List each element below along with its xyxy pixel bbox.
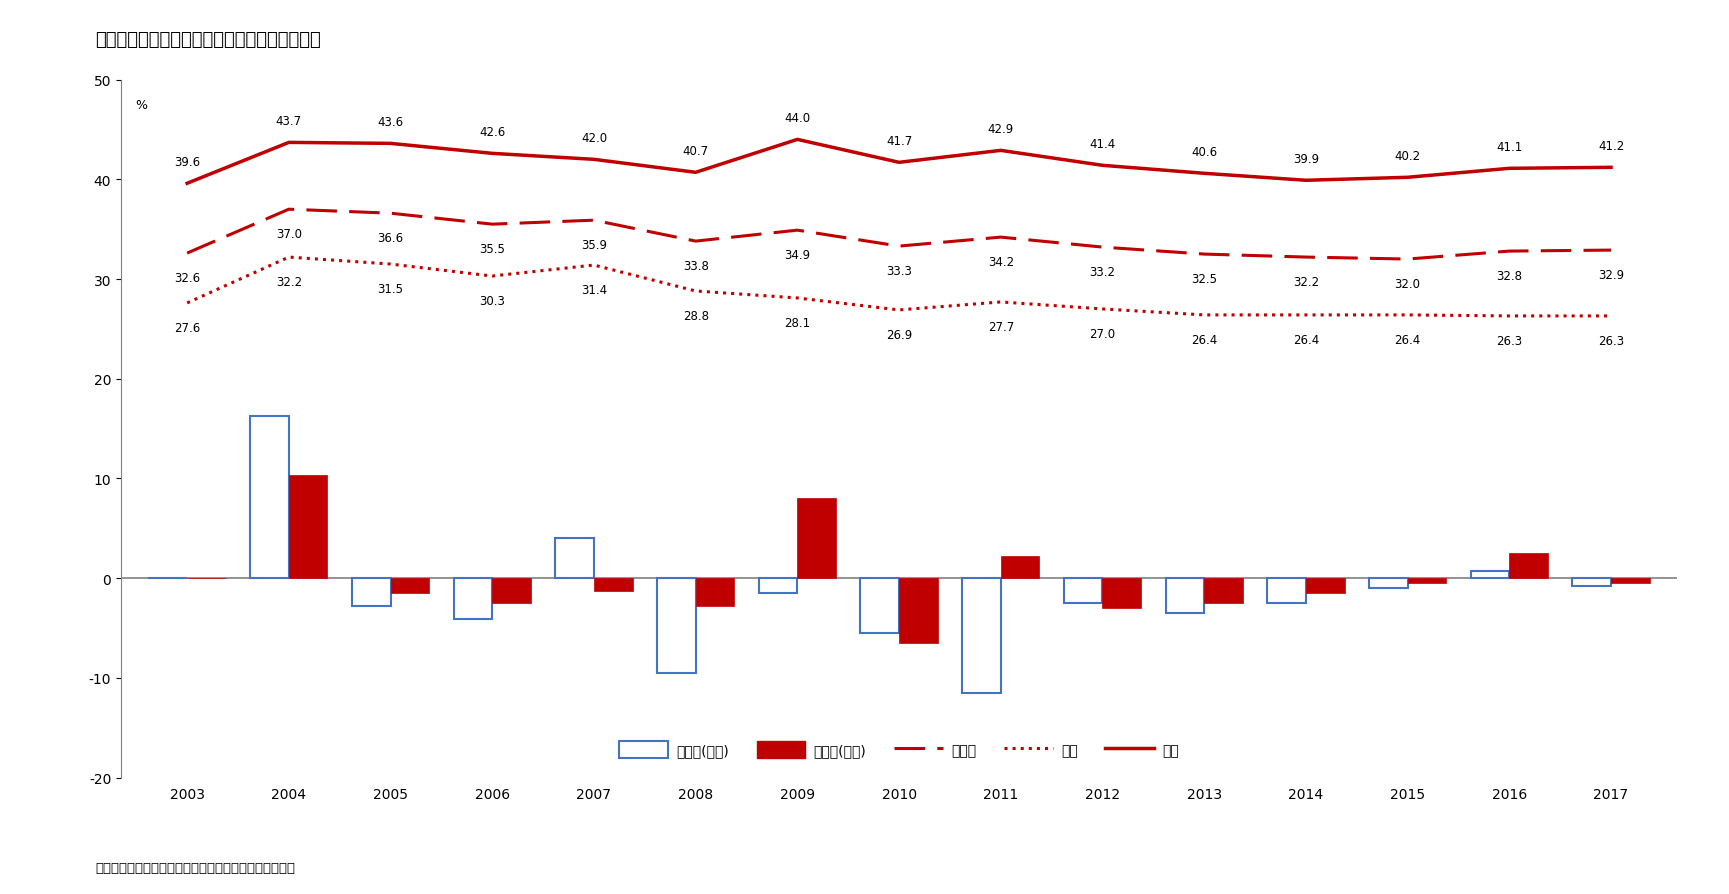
Bar xyxy=(555,539,595,578)
Text: 35.9: 35.9 xyxy=(581,239,607,252)
Text: 32.9: 32.9 xyxy=(1598,269,1624,282)
Bar xyxy=(1305,578,1345,594)
Text: 39.9: 39.9 xyxy=(1293,153,1319,166)
Bar xyxy=(1203,578,1243,603)
Text: 35.5: 35.5 xyxy=(479,243,505,256)
Text: 40.6: 40.6 xyxy=(1191,147,1217,159)
Text: 26.4: 26.4 xyxy=(1191,333,1217,347)
Text: 31.5: 31.5 xyxy=(377,283,403,296)
Text: 32.0: 32.0 xyxy=(1395,278,1421,291)
Text: 28.8: 28.8 xyxy=(683,309,709,323)
Text: 36.6: 36.6 xyxy=(377,232,403,245)
Text: 41.1: 41.1 xyxy=(1496,141,1523,154)
Text: 43.6: 43.6 xyxy=(377,116,403,130)
Text: 26.4: 26.4 xyxy=(1293,333,1319,347)
Text: 出所）統計庁「経済活動人口調査」各年度より筆者作成: 出所）統計庁「経済活動人口調査」各年度より筆者作成 xyxy=(95,861,296,874)
Text: 32.8: 32.8 xyxy=(1496,270,1522,283)
Text: 39.6: 39.6 xyxy=(175,156,201,169)
Bar xyxy=(1572,578,1611,586)
Bar xyxy=(1611,578,1649,584)
Text: 33.2: 33.2 xyxy=(1089,266,1115,279)
Text: 30.3: 30.3 xyxy=(479,295,505,308)
Text: 33.3: 33.3 xyxy=(887,265,911,278)
Text: 41.7: 41.7 xyxy=(885,135,913,148)
Text: 33.8: 33.8 xyxy=(683,260,709,273)
Text: %: % xyxy=(135,99,147,112)
Text: 26.4: 26.4 xyxy=(1395,333,1421,347)
Text: 32.6: 32.6 xyxy=(175,272,201,284)
Text: 41.2: 41.2 xyxy=(1598,140,1624,153)
Text: 31.4: 31.4 xyxy=(581,283,607,297)
Text: 26.3: 26.3 xyxy=(1598,334,1624,348)
Bar xyxy=(1063,578,1103,603)
Text: 26.3: 26.3 xyxy=(1496,334,1522,348)
Bar xyxy=(289,476,327,578)
Text: 37.0: 37.0 xyxy=(277,228,303,240)
Bar xyxy=(695,578,735,606)
Text: 28.1: 28.1 xyxy=(785,316,811,330)
Bar xyxy=(493,578,531,603)
Bar xyxy=(391,578,429,594)
Text: 34.2: 34.2 xyxy=(987,256,1013,269)
Text: 40.7: 40.7 xyxy=(683,145,709,158)
Text: 43.7: 43.7 xyxy=(277,115,303,128)
Legend: 増減率(男性), 増減率(女性), 男女計, 男性, 女性: 増減率(男性), 増減率(女性), 男女計, 男性, 女性 xyxy=(614,736,1184,763)
Bar xyxy=(899,578,937,644)
Text: 42.0: 42.0 xyxy=(581,132,607,145)
Text: 27.6: 27.6 xyxy=(175,322,201,334)
Text: 40.2: 40.2 xyxy=(1395,150,1421,163)
Bar xyxy=(1267,578,1305,603)
Text: 32.2: 32.2 xyxy=(277,275,303,289)
Bar xyxy=(1001,557,1039,578)
Bar xyxy=(797,499,837,578)
Text: 26.9: 26.9 xyxy=(885,328,913,342)
Bar xyxy=(759,578,797,594)
Text: 27.7: 27.7 xyxy=(987,321,1013,333)
Bar xyxy=(353,578,391,606)
Bar xyxy=(1471,571,1509,578)
Bar xyxy=(1165,578,1203,613)
Bar xyxy=(595,578,633,592)
Text: 27.0: 27.0 xyxy=(1089,327,1115,341)
Text: 32.2: 32.2 xyxy=(1293,275,1319,289)
Bar xyxy=(961,578,1001,693)
Text: 41.4: 41.4 xyxy=(1089,139,1115,151)
Bar xyxy=(657,578,695,673)
Bar xyxy=(1509,553,1547,578)
Text: 42.6: 42.6 xyxy=(479,126,505,139)
Bar xyxy=(1103,578,1141,609)
Bar xyxy=(861,578,899,633)
Bar xyxy=(1369,578,1407,588)
Text: 42.9: 42.9 xyxy=(987,123,1013,136)
Text: 32.5: 32.5 xyxy=(1191,273,1217,286)
Text: 図表１韓国における非正規労働者の割合の動向: 図表１韓国における非正規労働者の割合の動向 xyxy=(95,31,322,49)
Bar xyxy=(453,578,493,620)
Bar xyxy=(1407,578,1445,584)
Text: 34.9: 34.9 xyxy=(785,249,811,262)
Bar xyxy=(251,417,289,578)
Text: 44.0: 44.0 xyxy=(785,113,811,125)
